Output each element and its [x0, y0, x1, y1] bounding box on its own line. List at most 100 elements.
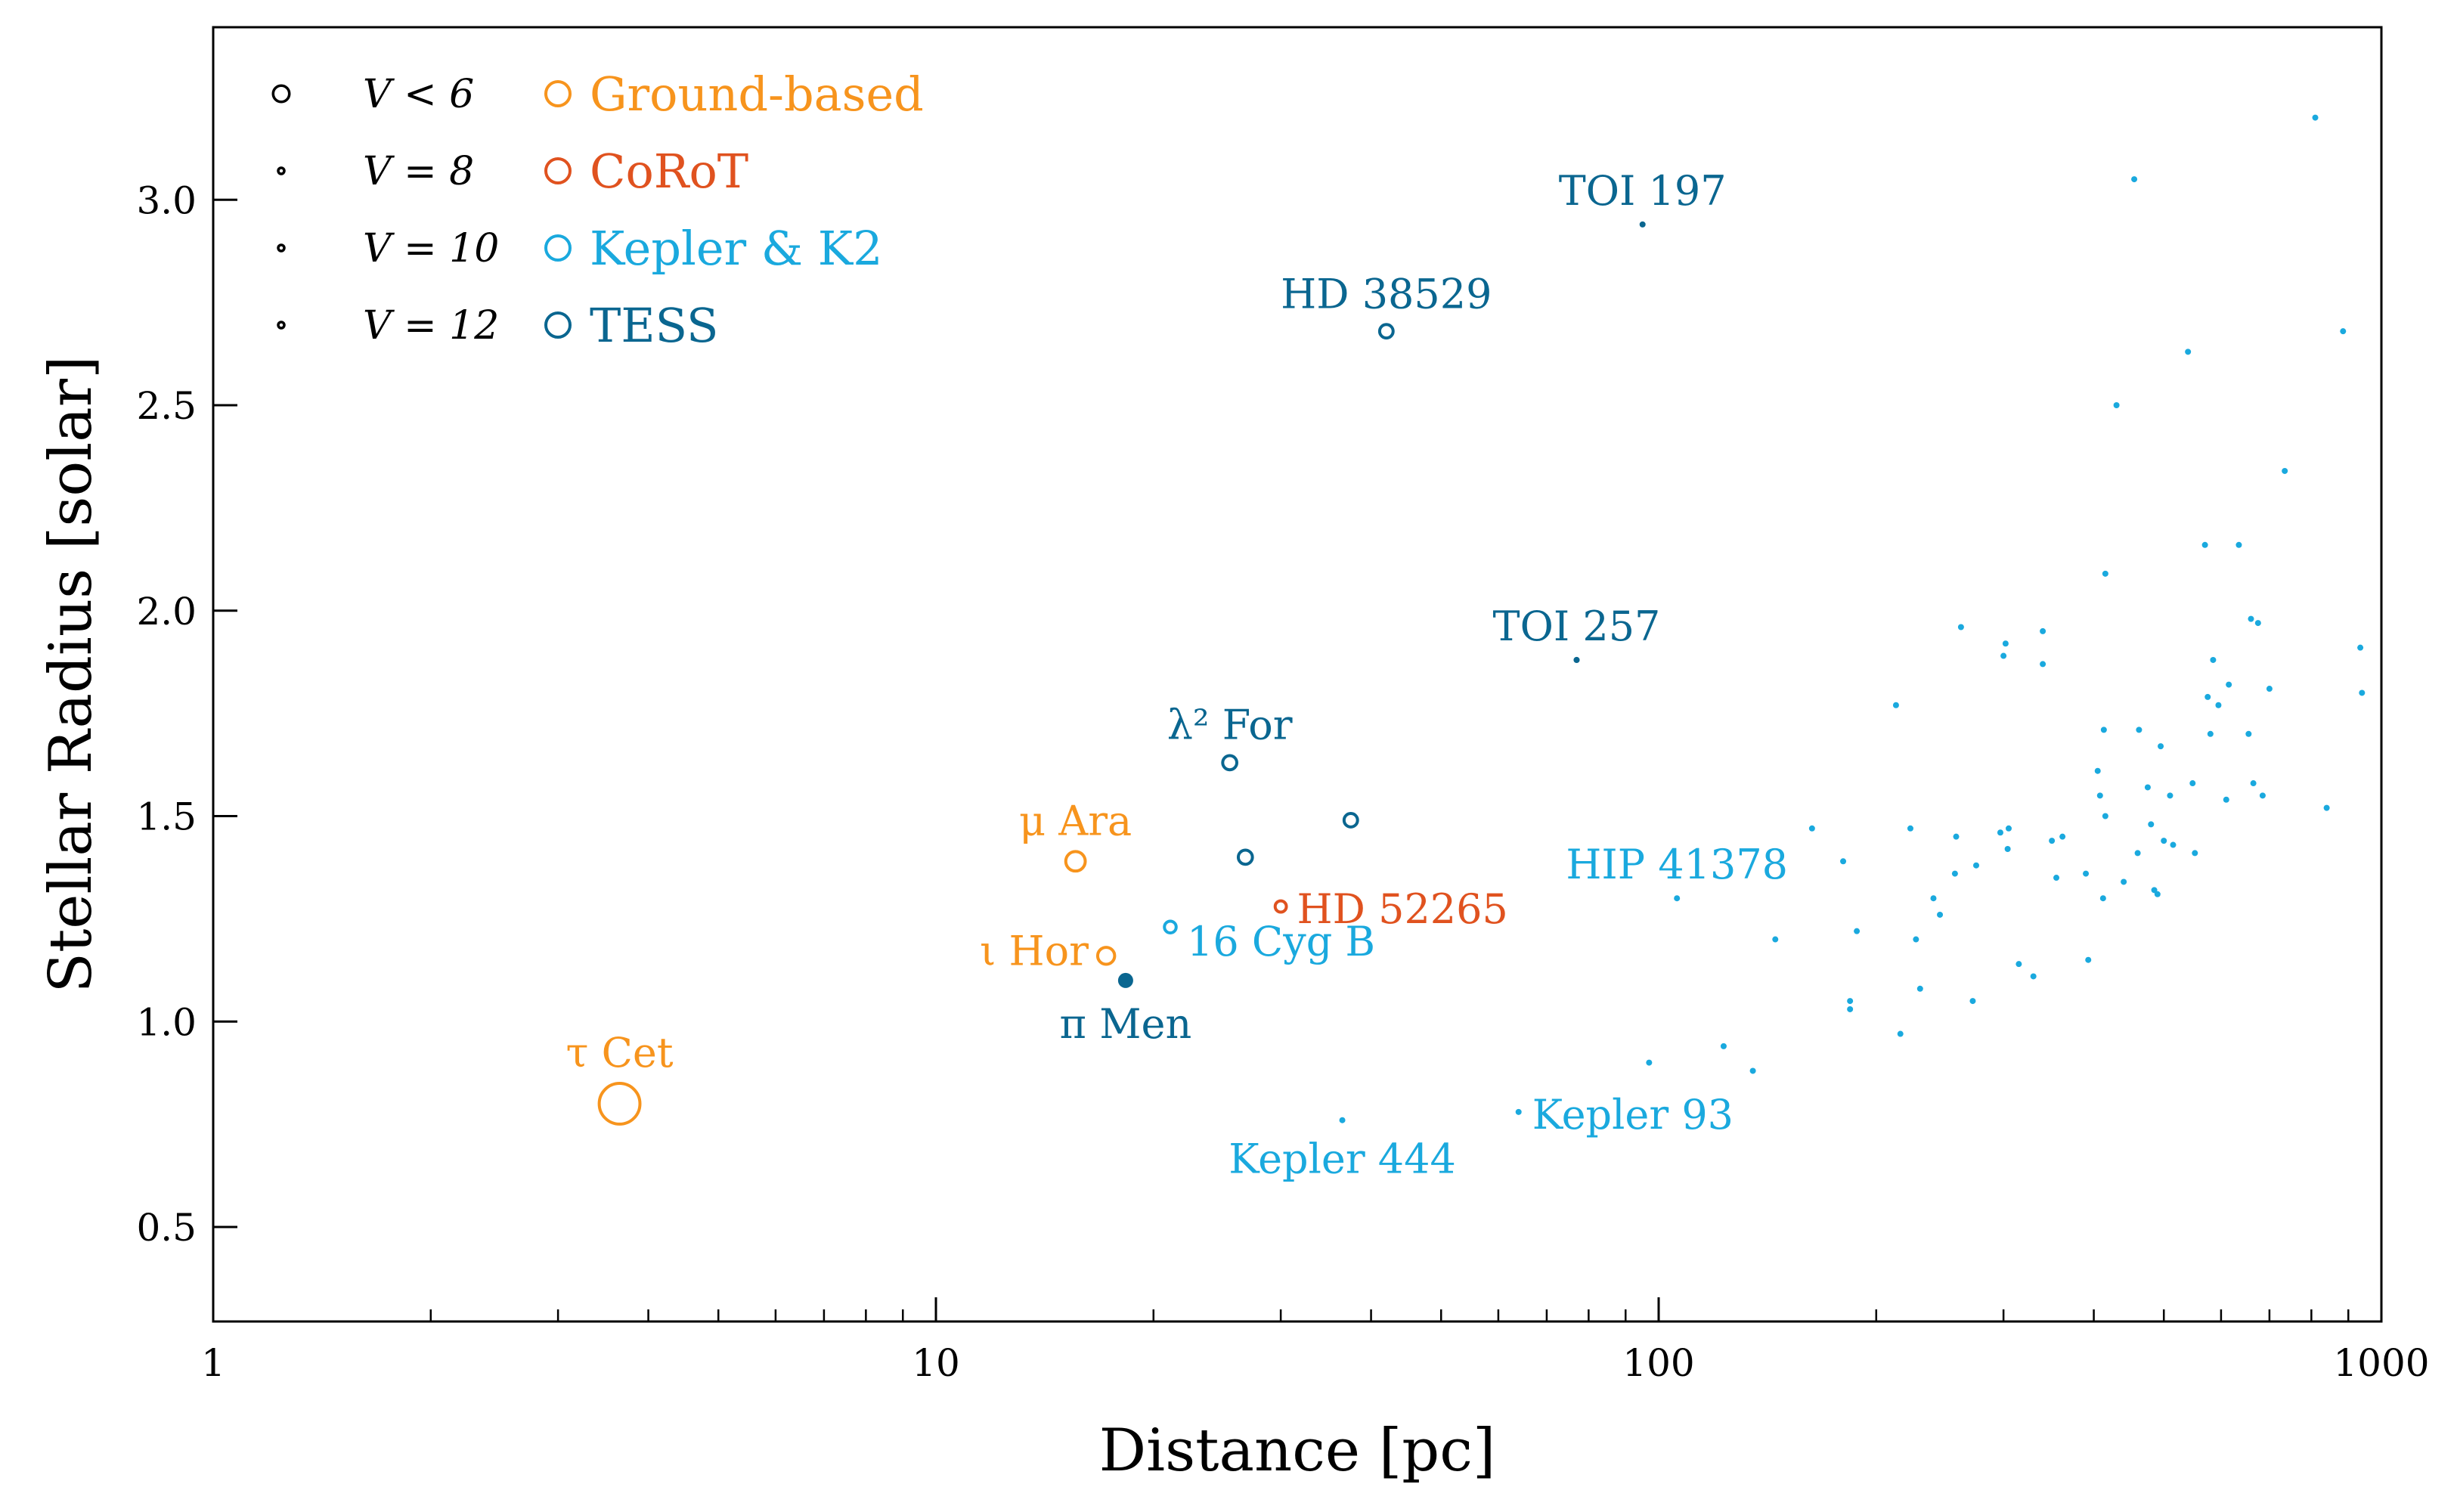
star-marker: [1273, 899, 1288, 914]
data-point: [2113, 402, 2120, 409]
data-point: [2121, 878, 2127, 885]
data-point: [2204, 693, 2211, 700]
star-marker: [1342, 812, 1359, 829]
data-point: [2005, 825, 2012, 832]
legend-size-marker: [277, 243, 286, 253]
data-point: [2210, 656, 2217, 663]
star-label: π Men: [1060, 1000, 1192, 1048]
data-point: [2094, 767, 2101, 774]
data-point: [1930, 895, 1937, 902]
legend-size-marker: [277, 321, 286, 330]
data-point: [2154, 891, 2161, 897]
data-point: [1897, 1030, 1904, 1037]
star-marker: [1377, 323, 1395, 340]
x-tick-label: 1: [201, 1341, 225, 1385]
y-tick-label: 0.5: [136, 1206, 197, 1250]
data-point: [2049, 838, 2056, 844]
data-point: [2102, 813, 2108, 820]
plot-frame: [212, 26, 2383, 1323]
star-marker: [597, 1082, 642, 1126]
data-point: [2144, 784, 2151, 791]
data-point: [2170, 841, 2177, 848]
data-point: [1997, 829, 2003, 836]
x-tick-label: 10: [912, 1341, 960, 1385]
star-marker: [1095, 946, 1117, 966]
data-point: [2000, 652, 2007, 659]
data-point: [2192, 850, 2198, 857]
data-point: [1973, 862, 1980, 869]
data-point: [2096, 792, 2103, 799]
data-points: [597, 114, 2366, 1126]
data-point: [2312, 114, 2319, 121]
data-point: [1957, 624, 1964, 631]
legend-size-marker: [277, 166, 286, 175]
data-point: [2053, 875, 2060, 881]
data-point: [2167, 792, 2174, 799]
data-point: [2085, 956, 2092, 963]
data-point: [2004, 845, 2011, 852]
legend-mission-marker: [544, 311, 572, 339]
data-point: [2201, 541, 2208, 548]
y-tick-label: 2.0: [136, 590, 197, 634]
star-label: Kepler 444: [1228, 1136, 1456, 1183]
star-label: Kepler 93: [1532, 1091, 1734, 1139]
star-labels: τ Cet μ Ara ι Hor λ² For HD 38529 16 Cyg BHD …: [566, 167, 1789, 1183]
data-point: [2357, 644, 2364, 651]
data-point: [1907, 825, 1913, 832]
star-marker: [1236, 848, 1254, 866]
data-point: [1808, 825, 1815, 832]
y-tick-label: 1.0: [136, 1000, 197, 1044]
star-label: TOI 197: [1559, 167, 1727, 215]
data-point: [1749, 1067, 1756, 1074]
legend-mission-marker: [544, 80, 572, 107]
star-marker: [1064, 850, 1087, 873]
data-point: [1847, 998, 1854, 1005]
y-axis-title: Stellar Radius [solar]: [37, 356, 105, 993]
star-marker: [1639, 221, 1646, 228]
data-point: [2100, 727, 2107, 733]
star-label: ι Hor: [980, 927, 1089, 974]
data-point: [1847, 1005, 1854, 1012]
data-point: [2015, 961, 2022, 968]
data-point: [1913, 936, 1919, 943]
legend-mission-marker: [544, 157, 572, 184]
data-point: [2083, 870, 2090, 877]
legend-size-label: V = 12: [363, 303, 499, 349]
star-marker: [1674, 895, 1681, 902]
data-point: [2040, 661, 2046, 668]
data-point: [1937, 911, 1944, 918]
data-point: [2226, 681, 2232, 688]
data-point: [2040, 627, 2046, 634]
data-point: [1840, 858, 1847, 865]
x-axis-title: Distance [pc]: [1099, 1417, 1496, 1485]
data-point: [2148, 821, 2155, 828]
data-point: [2002, 640, 2009, 647]
data-point: [1951, 870, 1958, 877]
data-point: [2282, 467, 2288, 474]
data-point: [1969, 998, 1976, 1005]
data-point: [1854, 928, 1861, 934]
data-point: [1720, 1043, 1727, 1049]
data-point: [2151, 887, 2158, 894]
data-point: [2223, 796, 2229, 803]
axes: 1 10 100 1000 0.5 1.0 1.5 2.0 2.5 3.0: [136, 26, 2430, 1385]
data-point: [2030, 973, 2037, 980]
data-point: [1953, 833, 1960, 840]
data-point: [2359, 689, 2366, 696]
star-label: TOI 257: [1493, 603, 1661, 650]
data-point: [2099, 895, 2106, 902]
star-label: τ Cet: [566, 1029, 674, 1077]
y-tick-label: 1.5: [136, 795, 197, 839]
data-point: [2131, 176, 2138, 183]
data-point: [2136, 727, 2143, 733]
data-point: [1916, 985, 1923, 992]
star-label: HD 52265: [1297, 885, 1508, 933]
legend: V < 6 V = 8 V = 10 V = 12 Ground-based CoRoT K…: [271, 67, 924, 353]
star-marker: [1573, 656, 1580, 664]
legend-mission-label: Ground-based: [590, 67, 924, 122]
data-point: [2215, 702, 2222, 708]
x-tick-label: 100: [1622, 1341, 1694, 1385]
data-point: [2158, 743, 2164, 750]
star-label: HIP 41378: [1566, 841, 1788, 888]
